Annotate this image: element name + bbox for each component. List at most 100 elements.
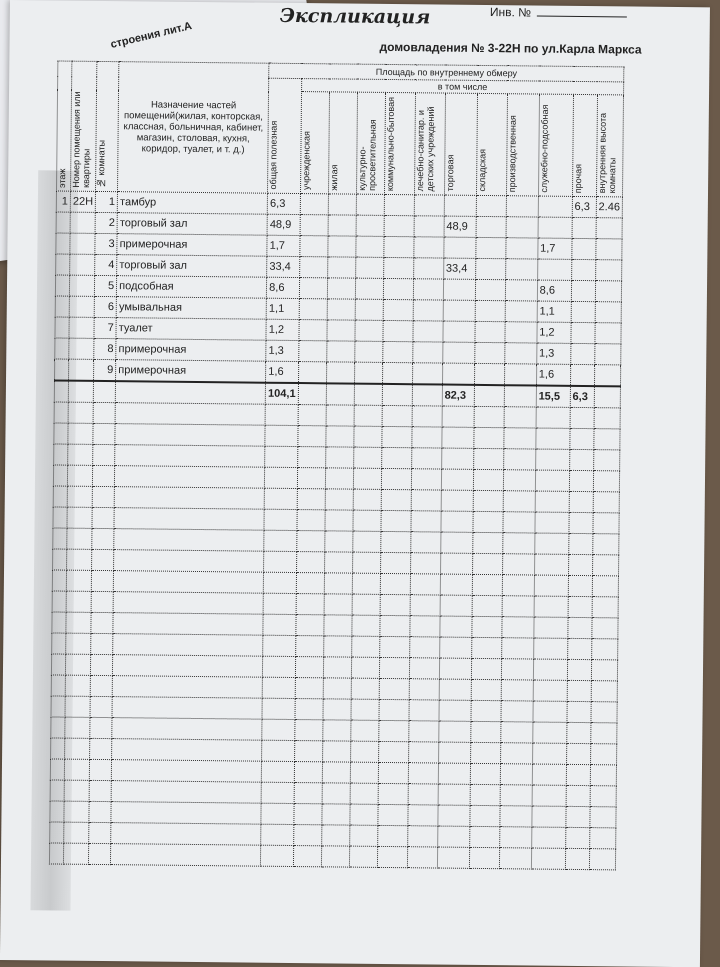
cell-empty [260, 824, 294, 846]
cell-empty [64, 780, 90, 802]
header-col-2: культурно-просветительная [356, 92, 386, 195]
cell-empty [91, 528, 115, 550]
cell-empty [589, 806, 617, 828]
cell-empty [441, 427, 474, 449]
cell-empty [296, 488, 326, 510]
header-col-0-label: учрежденская [300, 131, 312, 191]
cell-empty [471, 637, 502, 659]
inv-label: Инв. № [489, 5, 532, 20]
cell-empty [378, 678, 410, 700]
cell-empty [114, 507, 265, 531]
cell-empty [377, 825, 408, 847]
cell-empty [568, 533, 593, 555]
cell-empty [408, 699, 439, 722]
cell-unit [69, 275, 95, 297]
cell-empty [321, 782, 351, 805]
cell-col-4 [413, 215, 444, 238]
cell-empty [568, 512, 593, 534]
cell-empty [472, 532, 503, 554]
cell-empty [533, 617, 568, 639]
cell-empty [322, 698, 351, 721]
cell-empty [439, 595, 473, 617]
cell-empty [51, 674, 66, 697]
cell-empty [350, 720, 379, 742]
cell-total: 8,6 [266, 277, 300, 299]
cell-empty [499, 847, 532, 870]
cell-empty [378, 762, 409, 784]
cell-empty [590, 743, 617, 765]
cell-empty [111, 759, 262, 783]
cell-empty [439, 616, 472, 638]
cell-col-2 [355, 257, 384, 279]
cell-empty [532, 743, 567, 765]
cell-empty [501, 595, 535, 618]
cell-empty [50, 716, 65, 739]
cell-unit [70, 212, 96, 234]
cell-col-10 [595, 238, 623, 260]
cell-empty [591, 638, 618, 660]
cell-empty [93, 380, 116, 403]
cell-empty [296, 551, 325, 573]
cell-empty [50, 737, 65, 760]
header-col-5-label: торговая [444, 154, 456, 192]
cell-col-2 [355, 236, 384, 258]
cell-empty [352, 552, 381, 574]
cell-empty [50, 758, 65, 781]
cell-empty [261, 761, 295, 783]
cell-empty [440, 511, 473, 533]
cell-unit: 22Н [70, 191, 96, 213]
inventory-number: Инв. № [489, 5, 628, 20]
cell-empty [503, 469, 536, 492]
cell-col-1 [326, 319, 355, 342]
cell-empty [591, 596, 619, 618]
cell-col-1 [327, 256, 356, 279]
cell-col-4 [412, 320, 443, 343]
cell-col-9 [571, 280, 596, 302]
cell-empty [470, 721, 501, 743]
cell-empty [353, 447, 382, 469]
cell-col-10 [594, 364, 621, 387]
cell-purpose: торговый зал [116, 254, 268, 278]
cell-empty [566, 701, 591, 723]
cell-empty [294, 740, 323, 762]
cell-empty [381, 405, 412, 427]
cell-empty [567, 617, 592, 639]
cell-empty [437, 805, 470, 827]
cell-col-6 [474, 363, 505, 386]
cell-empty [90, 654, 113, 676]
cell-empty [534, 491, 570, 513]
cell-empty [503, 448, 536, 471]
cell-empty [66, 528, 93, 550]
cell-empty [592, 554, 619, 576]
cell-col-2 [354, 320, 383, 342]
cell-empty [53, 464, 68, 487]
cell-empty [352, 573, 381, 595]
cell-purpose: примерочная [115, 359, 266, 383]
cell-empty [589, 785, 617, 807]
cell-empty [351, 636, 380, 658]
cell-empty [321, 824, 350, 847]
cell-empty [533, 659, 568, 681]
cell-empty [589, 827, 617, 849]
cell-empty [502, 490, 536, 513]
cell-col-9 [570, 322, 595, 344]
cell-empty [89, 780, 112, 802]
cell-purpose: торговый зал [117, 212, 268, 236]
cell-empty [408, 741, 439, 764]
cell-col-1 [326, 340, 355, 363]
cell-col-3 [383, 236, 414, 258]
cell-col-1 [326, 361, 355, 384]
cell-col-0 [299, 193, 329, 215]
total-col-3 [381, 383, 413, 406]
cell-empty [261, 782, 295, 804]
header-col-0: учрежденская [300, 91, 330, 194]
cell-empty [263, 572, 297, 594]
total-col-9: 6,3 [569, 385, 595, 408]
cell-empty [265, 404, 298, 426]
cell-empty [115, 402, 266, 426]
cell-empty [111, 801, 262, 825]
cell-empty [567, 659, 592, 681]
cell-col-8: 1,3 [536, 343, 571, 365]
cell-empty [263, 551, 297, 573]
cell-empty [115, 423, 266, 447]
